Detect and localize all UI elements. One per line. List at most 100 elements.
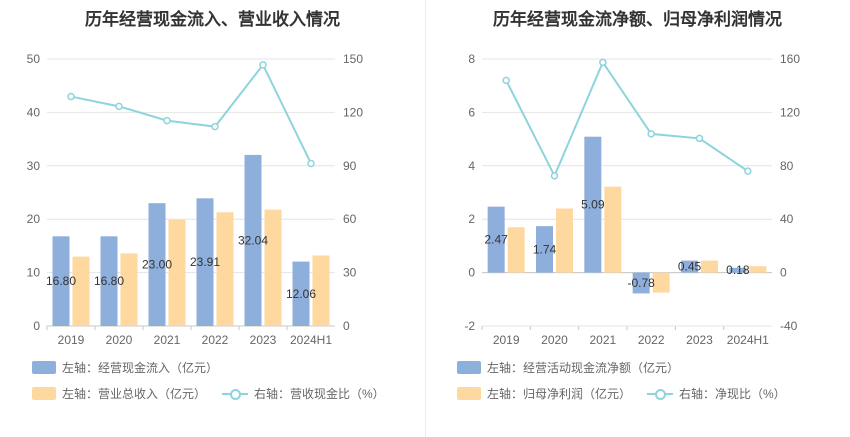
legend-swatch-line <box>222 387 249 400</box>
bar-data-label: 23.00 <box>142 258 172 272</box>
bar-secondary[interactable] <box>556 208 573 273</box>
bar-secondary[interactable] <box>216 212 234 326</box>
chart-panel-cash-inflow: 历年经营现金流入、营业收入情况 0 10 20 30 40 50 0 30 60 90 120 150… <box>27 10 401 406</box>
ratio-line-point[interactable] <box>163 116 171 125</box>
y-right-tick-label: 120 <box>780 105 800 119</box>
legend-swatch-bar-orange <box>32 386 56 400</box>
ratio-line-point[interactable] <box>695 134 704 143</box>
x-category-label: 2020 <box>106 333 133 347</box>
y-left-tick-label: 2 <box>468 212 475 226</box>
legend-swatch-line <box>647 387 674 400</box>
bar-secondary[interactable] <box>507 227 525 273</box>
bar-data-label: -0.78 <box>627 276 655 290</box>
bar-primary[interactable] <box>148 203 166 326</box>
ratio-line-point[interactable] <box>115 102 123 111</box>
ratio-line-point[interactable] <box>307 159 315 168</box>
chart-plot-net-cash-flow: -2 0 2 4 6 8 -40 0 40 80 120 160 2019 2020 2021 2022 202… <box>464 52 800 347</box>
legend-item-net-operating-cash-flow[interactable]: 左轴：经营活动现金流净额（亿元） <box>457 359 679 376</box>
bar-primary[interactable] <box>196 198 214 326</box>
bar-secondary[interactable] <box>701 260 718 273</box>
legend-item-net-profit[interactable]: 左轴：归母净利润（亿元） <box>457 385 631 402</box>
bar-primary[interactable] <box>681 260 698 273</box>
ratio-line-point[interactable] <box>599 58 607 67</box>
x-category-label: 2021 <box>589 333 616 347</box>
y-left-tick-label: 10 <box>27 266 41 280</box>
y-right-tick-label: 80 <box>780 159 794 173</box>
bar-data-label: 0.45 <box>678 260 702 274</box>
ratio-line-point[interactable] <box>259 61 267 69</box>
bar-primary[interactable] <box>244 154 262 326</box>
bar-secondary[interactable] <box>120 253 138 326</box>
legend-item-revenue[interactable]: 左轴：营业总收入（亿元） <box>32 385 206 402</box>
x-category-label: 2020 <box>541 333 568 347</box>
bar-secondary[interactable] <box>604 186 622 273</box>
bar-primary[interactable] <box>100 236 118 326</box>
legend-item-cash-inflow[interactable]: 左轴：经营现金流入（亿元） <box>32 359 218 376</box>
x-category-label: 2024H1 <box>290 333 332 347</box>
legend-label: 右轴：净现比（%） <box>679 386 786 401</box>
y-left-tick-label: 30 <box>27 159 41 173</box>
bar-primary[interactable] <box>729 267 747 273</box>
chart-panel-net-cash-flow: 历年经营现金流净额、归母净利润情况 -2 0 2 4 6 8 -40 0 40 80 120 160 2… <box>425 0 850 437</box>
chart-legend: 左轴：经营现金流入（亿元） 左轴：营业总收入（亿元） 右轴：营收现金比（%） <box>32 354 401 406</box>
bar-data-label: 0.18 <box>726 263 750 277</box>
bar-data-label: 32.04 <box>238 233 268 247</box>
y-right-tick-label: 90 <box>343 159 357 173</box>
x-category-label: 2021 <box>154 333 181 347</box>
bar-secondary[interactable] <box>312 255 330 326</box>
legend-item-cash-revenue-ratio[interactable]: 右轴：营收现金比（%） <box>222 385 385 402</box>
chart-title: 历年经营现金流净额、归母净利润情况 <box>493 10 782 29</box>
x-category-label: 2019 <box>493 333 520 347</box>
legend-label: 左轴：经营活动现金流净额（亿元） <box>487 360 680 375</box>
legend-item-net-cash-ratio[interactable]: 右轴：净现比（%） <box>647 385 786 402</box>
legend-swatch-bar-blue <box>32 360 56 374</box>
bar-secondary[interactable] <box>72 256 90 326</box>
bar-data-label: 1.74 <box>533 242 557 256</box>
bar-primary[interactable] <box>52 236 70 326</box>
ratio-line-point[interactable] <box>550 172 559 180</box>
chart-legend: 左轴：经营活动现金流净额（亿元） 左轴：归母净利润（亿元） 右轴：净现比（%） <box>457 354 802 406</box>
legend-label: 左轴：归母净利润（亿元） <box>487 386 632 401</box>
bar-secondary[interactable] <box>749 266 767 273</box>
ratio-line-point[interactable] <box>67 92 75 101</box>
y-left-tick-label: 0 <box>468 266 475 280</box>
ratio-line-point[interactable] <box>211 122 219 131</box>
bar-primary[interactable] <box>584 136 602 273</box>
x-category-label: 2023 <box>686 333 713 347</box>
bar-data-label: 16.80 <box>46 274 76 288</box>
x-category-label: 2023 <box>250 333 277 347</box>
y-right-tick-label: 120 <box>343 105 363 119</box>
y-right-tick-label: 60 <box>343 212 357 226</box>
y-right-tick-label: 150 <box>343 52 363 66</box>
bar-secondary[interactable] <box>168 219 186 326</box>
ratio-line <box>70 62 312 164</box>
y-left-tick-label: 4 <box>468 159 475 173</box>
legend-swatch-bar-orange <box>457 386 481 400</box>
x-category-label: 2022 <box>638 333 665 347</box>
bar-primary[interactable] <box>292 261 310 326</box>
bar-data-label: 5.09 <box>581 198 605 212</box>
bar-primary[interactable] <box>632 272 650 294</box>
y-left-tick-label: -2 <box>464 319 475 333</box>
y-right-tick-label: 40 <box>780 212 794 226</box>
bar-data-label: 16.80 <box>94 274 124 288</box>
bar-primary[interactable] <box>536 226 553 273</box>
x-category-label: 2024H1 <box>727 333 769 347</box>
y-left-tick-label: 6 <box>468 105 475 119</box>
bar-data-label: 23.91 <box>190 255 220 269</box>
y-left-tick-label: 20 <box>27 212 41 226</box>
ratio-line-point[interactable] <box>744 167 752 175</box>
bar-secondary[interactable] <box>652 272 670 293</box>
ratio-line-point[interactable] <box>502 76 510 85</box>
y-left-tick-label: 0 <box>33 319 40 333</box>
y-left-tick-label: 50 <box>27 52 41 66</box>
bar-secondary[interactable] <box>264 209 282 326</box>
y-left-tick-label: 8 <box>468 52 475 66</box>
x-category-label: 2019 <box>58 333 85 347</box>
ratio-line-point[interactable] <box>647 130 655 138</box>
bar-primary[interactable] <box>487 206 505 273</box>
legend-label: 左轴：营业总收入（亿元） <box>62 386 207 401</box>
y-right-tick-label: 30 <box>343 266 357 280</box>
x-category-label: 2022 <box>202 333 229 347</box>
y-right-tick-label: 160 <box>780 52 800 66</box>
